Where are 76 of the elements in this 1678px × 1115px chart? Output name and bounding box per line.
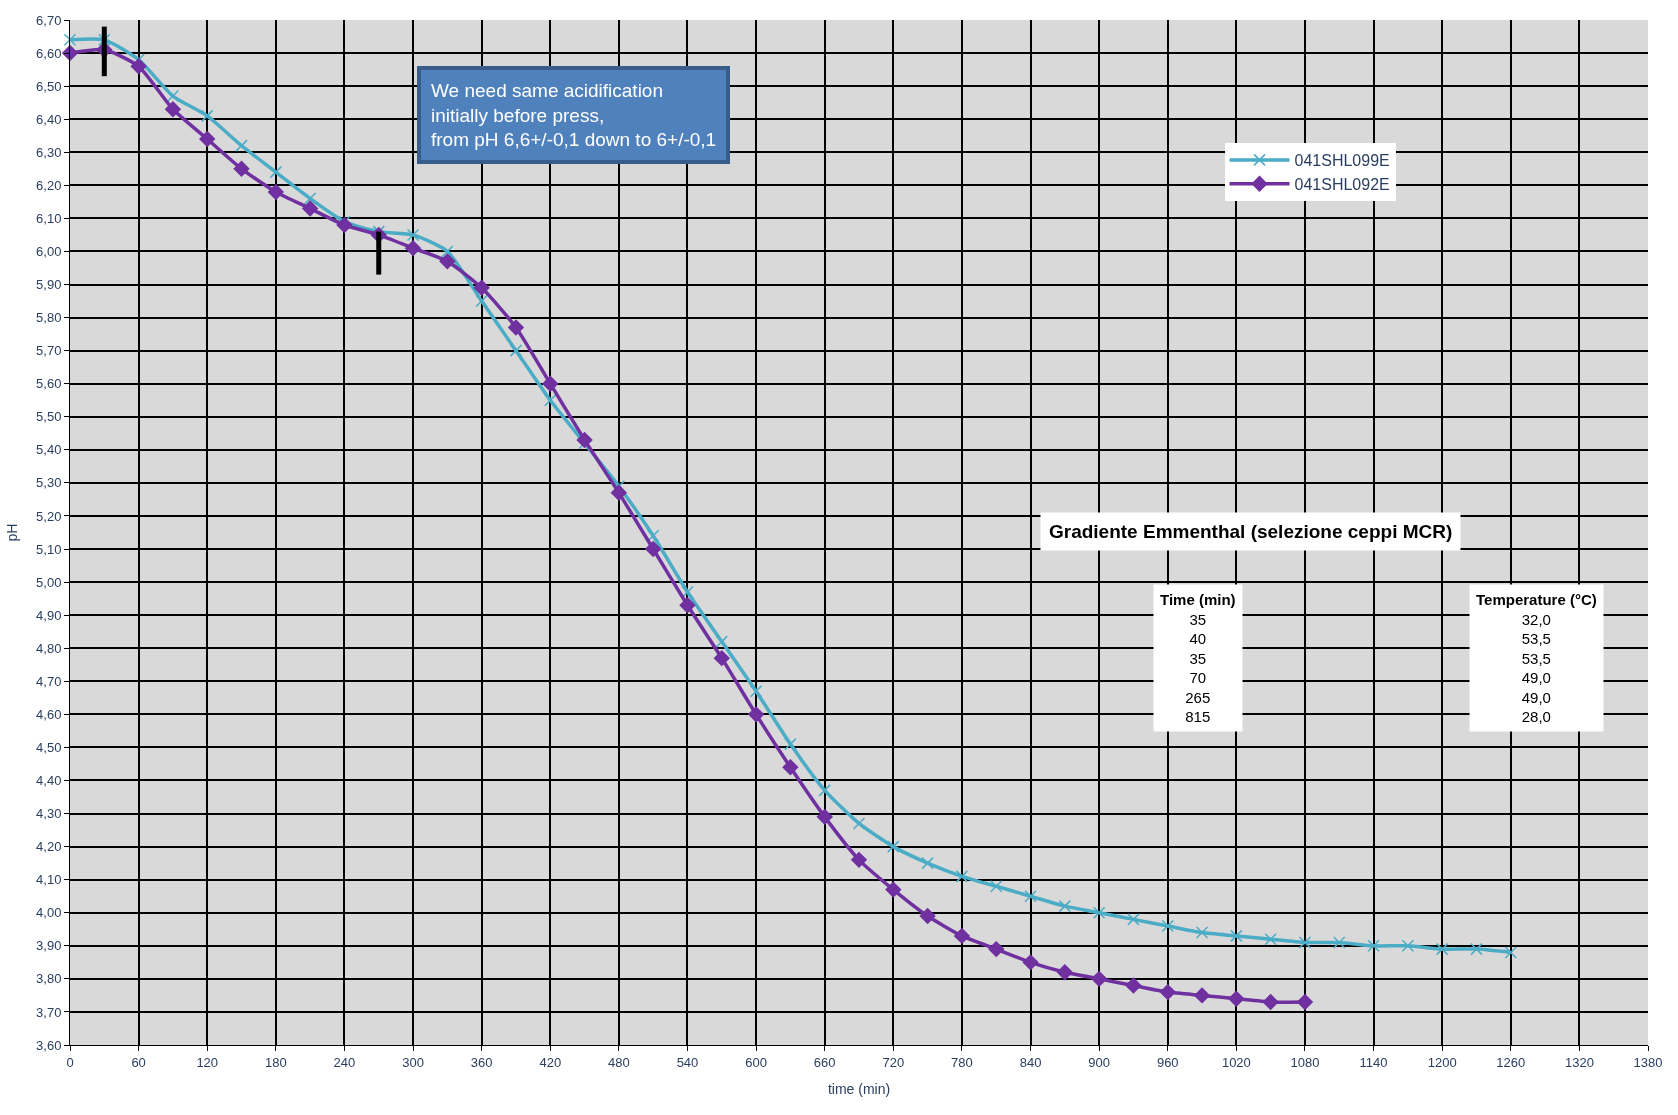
x-axis-title: time (min) xyxy=(827,1080,891,1097)
x-tick-label: 300 xyxy=(402,1054,424,1070)
annotation: 35 xyxy=(1189,610,1207,628)
annotation: 49,0 xyxy=(1521,688,1551,706)
y-tick-label: 6,10 xyxy=(36,210,62,226)
x-tick-label: 360 xyxy=(470,1054,493,1070)
y-tick-label: 5,50 xyxy=(36,409,62,425)
y-tick-label: 5,90 xyxy=(36,277,62,293)
y-tick-label: 6,70 xyxy=(36,12,62,28)
y-tick-label: 4,50 xyxy=(36,739,62,755)
x-tick-label: 180 xyxy=(264,1054,287,1070)
y-tick-label: 5,60 xyxy=(36,376,62,392)
y-tick-label: 4,90 xyxy=(36,607,62,623)
annotation: 49,0 xyxy=(1521,669,1551,686)
x-tick-label: 960 xyxy=(1156,1054,1179,1070)
x-tick-label: 1260 xyxy=(1496,1054,1526,1070)
annotation: 53,5 xyxy=(1521,630,1551,647)
y-tick-label: 4,20 xyxy=(36,839,62,855)
legend-label: 041SHL099E xyxy=(1294,152,1390,170)
y-tick-label: 4,40 xyxy=(36,773,62,789)
y-axis-title: pH xyxy=(3,523,20,542)
y-tick-label: 6,30 xyxy=(36,144,62,160)
annotation: 53,5 xyxy=(1521,649,1551,667)
x-tick-label: 1380 xyxy=(1633,1054,1663,1070)
annotation: 815 xyxy=(1185,708,1211,725)
x-tick-label: 60 xyxy=(131,1054,146,1070)
annotation: Gradiente Emmenthal (selezione ceppi MCR) xyxy=(1049,521,1453,542)
y-tick-label: 4,10 xyxy=(36,872,62,888)
y-tick-label: 5,80 xyxy=(36,310,62,326)
x-tick-label: 840 xyxy=(1019,1054,1042,1070)
y-tick-label: 3,60 xyxy=(36,1037,62,1053)
x-tick-label: 1200 xyxy=(1427,1054,1457,1070)
y-tick-label: 5,00 xyxy=(36,574,62,590)
y-tick-label: 6,40 xyxy=(36,111,62,127)
x-tick-label: 240 xyxy=(333,1054,356,1070)
y-tick-label: 5,20 xyxy=(36,508,62,524)
annotation: 35 xyxy=(1189,649,1207,667)
annotation: 70 xyxy=(1189,669,1207,686)
annotation: 40 xyxy=(1189,630,1207,647)
y-tick-label: 6,50 xyxy=(36,78,62,94)
y-tick-label: 6,20 xyxy=(36,177,62,193)
y-tick-label: 3,90 xyxy=(36,938,62,954)
annotation: 32,0 xyxy=(1521,610,1551,628)
y-tick-label: 5,70 xyxy=(36,343,62,359)
x-tick-label: 900 xyxy=(1088,1054,1110,1070)
annotation: 265 xyxy=(1185,688,1211,706)
x-tick-label: 480 xyxy=(608,1054,630,1070)
annotation: We need same acidification initially before press, from pH 6,6+/-0,1 down to 6+/-0,1 xyxy=(431,80,717,151)
y-tick-label: 5,10 xyxy=(36,541,62,557)
x-tick-label: 720 xyxy=(882,1054,905,1070)
x-tick-label: 1320 xyxy=(1564,1054,1594,1070)
x-tick-label: 1020 xyxy=(1221,1054,1251,1070)
x-tick-label: 600 xyxy=(745,1054,767,1070)
x-tick-label: 120 xyxy=(196,1054,219,1070)
y-tick-label: 6,60 xyxy=(36,45,62,61)
y-tick-label: 5,40 xyxy=(36,442,62,458)
y-tick-label: 4,00 xyxy=(36,905,62,921)
legend-label: 041SHL092E xyxy=(1294,175,1390,193)
y-tick-label: 4,70 xyxy=(36,673,62,689)
x-tick-label: 420 xyxy=(539,1054,562,1070)
x-tick-label: 1140 xyxy=(1359,1054,1388,1070)
x-tick-label: 1080 xyxy=(1290,1054,1320,1070)
x-tick-label: 780 xyxy=(951,1054,973,1070)
annotation: 28,0 xyxy=(1521,708,1551,725)
y-tick-label: 4,30 xyxy=(36,806,62,822)
y-tick-label: 6,00 xyxy=(36,244,62,259)
y-tick-label: 5,30 xyxy=(36,475,62,491)
y-tick-label: 4,80 xyxy=(36,640,62,656)
y-tick-label: 3,70 xyxy=(36,1004,62,1020)
annotation: Temperature (°C) xyxy=(1476,591,1597,608)
annotation: Time (min) xyxy=(1160,591,1236,608)
x-tick-label: 540 xyxy=(676,1054,699,1070)
y-tick-label: 4,60 xyxy=(36,706,62,722)
y-tick-label: 3,80 xyxy=(36,971,62,987)
x-tick-label: 660 xyxy=(813,1054,836,1070)
x-tick-label: 0 xyxy=(66,1054,74,1070)
